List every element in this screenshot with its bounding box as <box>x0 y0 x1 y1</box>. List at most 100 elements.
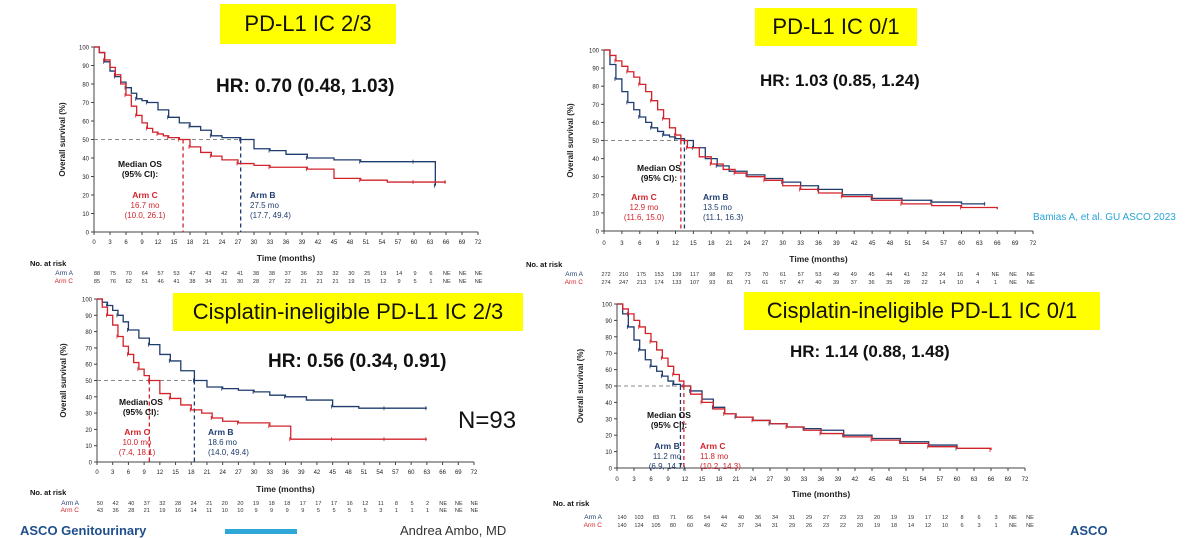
x-tick-label: 21 <box>733 477 740 483</box>
risk-value: 45 <box>868 272 874 278</box>
risk-value: 5 <box>332 508 335 514</box>
risk-value: NE <box>471 508 479 514</box>
x-tick-label: 60 <box>958 241 965 247</box>
risk-row-label: Arm A <box>565 271 583 278</box>
x-tick-label: 24 <box>219 470 226 476</box>
x-tick-label: 36 <box>282 470 289 476</box>
risk-value: 9 <box>270 508 273 514</box>
y-tick-label: 40 <box>82 157 89 163</box>
risk-value: 30 <box>237 279 243 285</box>
median-label-arm-c: Arm C <box>631 192 657 202</box>
x-tick-label: 54 <box>920 477 927 483</box>
hazard-ratio-1: HR: 0.70 (0.48, 1.03) <box>216 76 395 97</box>
risk-value: 40 <box>738 515 744 521</box>
median-os-label: (95% CI): <box>641 173 678 183</box>
x-tick-label: 57 <box>937 477 944 483</box>
x-tick-label: 69 <box>1012 241 1019 247</box>
risk-value: 47 <box>189 271 195 277</box>
risk-value: 19 <box>874 523 880 529</box>
risk-value: 38 <box>253 271 259 277</box>
sample-size-label: N=93 <box>458 407 517 434</box>
x-tick-label: 36 <box>815 241 822 247</box>
risk-value: 5 <box>410 501 413 507</box>
risk-value: 32 <box>159 501 165 507</box>
x-tick-label: 63 <box>424 470 431 476</box>
risk-value: 46 <box>157 279 163 285</box>
y-tick-label: 10 <box>592 211 599 217</box>
risk-value: NE <box>1009 272 1017 278</box>
x-tick-label: 48 <box>345 470 352 476</box>
risk-value: 26 <box>806 523 812 529</box>
risk-value: 49 <box>851 272 857 278</box>
x-tick-label: 42 <box>315 240 322 246</box>
risk-value: 42 <box>112 501 118 507</box>
median-label-arm-b: (17.7, 49.4) <box>250 211 291 220</box>
risk-value: NE <box>443 271 451 277</box>
median-label-arm-c: (10.2, 14.3) <box>700 462 741 471</box>
y-tick-label: 80 <box>85 330 92 336</box>
y-tick-label: 40 <box>605 401 612 407</box>
risk-value: 62 <box>126 279 132 285</box>
risk-value: NE <box>439 508 447 514</box>
x-tick-label: 60 <box>411 240 418 246</box>
risk-value: 272 <box>601 272 610 278</box>
risk-value: 93 <box>709 280 715 286</box>
x-tick-label: 9 <box>142 470 146 476</box>
survival-curve-arm-b <box>97 298 427 409</box>
risk-value: 98 <box>709 272 715 278</box>
median-label-arm-b: Arm B <box>703 192 729 202</box>
y-axis-label: Overall survival (%) <box>58 102 67 177</box>
risk-value: 1 <box>994 523 997 529</box>
risk-value: 247 <box>619 280 628 286</box>
risk-value: 16 <box>175 508 181 514</box>
risk-value: 37 <box>285 271 291 277</box>
risk-value: NE <box>1009 523 1017 529</box>
y-axis-label: Overall survival (%) <box>576 349 585 424</box>
x-tick-label: 6 <box>649 477 653 483</box>
x-tick-label: 57 <box>395 240 402 246</box>
risk-value: 4 <box>976 280 979 286</box>
survival-curve-arm-c <box>604 49 998 210</box>
risk-value: NE <box>455 501 463 507</box>
y-tick-label: 30 <box>605 417 612 423</box>
x-tick-label: 36 <box>818 477 825 483</box>
x-tick-label: 21 <box>203 240 210 246</box>
risk-value: 25 <box>364 271 370 277</box>
risk-value: 9 <box>398 279 401 285</box>
x-tick-label: 72 <box>1022 477 1029 483</box>
x-tick-label: 21 <box>726 241 733 247</box>
citation: Bamias A, et al. GU ASCO 2023 <box>1033 212 1176 223</box>
risk-value: 43 <box>97 508 103 514</box>
risk-value: 2 <box>426 501 429 507</box>
risk-value: 14 <box>908 523 914 529</box>
risk-value: NE <box>459 271 467 277</box>
y-tick-label: 0 <box>596 230 600 236</box>
risk-row-label: Arm A <box>55 270 73 277</box>
risk-value: 19 <box>380 271 386 277</box>
median-label-arm-b: (6.9, 14.7) <box>649 462 686 471</box>
risk-value: 140 <box>617 515 626 521</box>
risk-value: 19 <box>908 515 914 521</box>
x-tick-label: 60 <box>954 477 961 483</box>
y-tick-label: 20 <box>605 434 612 440</box>
risk-value: 22 <box>285 279 291 285</box>
panel-title-1: PD-L1 IC 2/3 <box>220 4 396 44</box>
risk-value: 83 <box>653 515 659 521</box>
hazard-ratio-3: HR: 0.56 (0.34, 0.91) <box>268 351 447 372</box>
risk-value: 28 <box>904 280 910 286</box>
risk-value: 32 <box>332 271 338 277</box>
risk-value: 49 <box>704 523 710 529</box>
x-tick-label: 33 <box>267 240 274 246</box>
x-tick-label: 69 <box>459 240 466 246</box>
x-axis-label: Time (months) <box>256 484 315 494</box>
median-label-arm-b: Arm B <box>208 427 234 437</box>
risk-value: 51 <box>142 279 148 285</box>
y-tick-label: 30 <box>82 175 89 181</box>
y-tick-label: 10 <box>85 444 92 450</box>
risk-value: 12 <box>925 523 931 529</box>
y-tick-label: 0 <box>89 461 93 467</box>
risk-value: 27 <box>269 279 275 285</box>
risk-value: 11 <box>206 508 212 514</box>
risk-value: NE <box>1027 272 1035 278</box>
